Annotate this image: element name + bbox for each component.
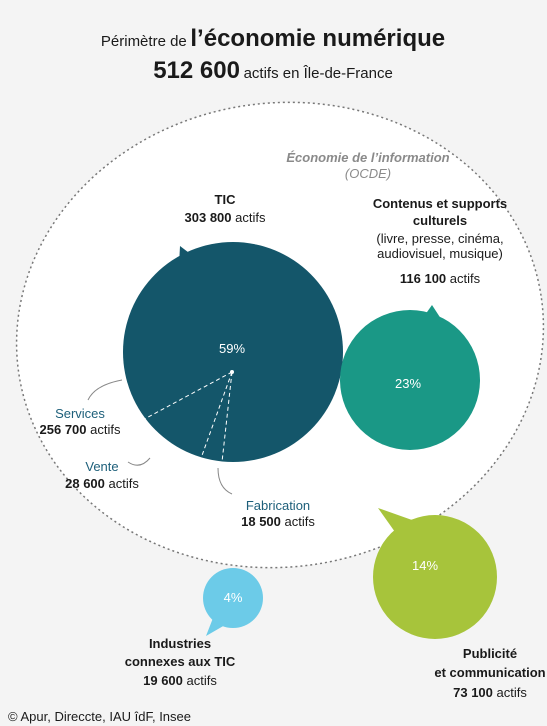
part-name: Vente (85, 459, 118, 474)
part-unit: actifs (285, 514, 316, 529)
part-count-line: 256 700 actifs (40, 422, 121, 437)
part-count-line: 28 600 actifs (65, 476, 139, 491)
culture-count: 116 100 (400, 271, 446, 286)
part-arrows (87, 379, 233, 495)
tic-center (230, 370, 234, 374)
part-count: 28 600 (65, 476, 105, 491)
title-line: Périmètre de l’économie numérique (101, 25, 445, 52)
pub-name: et communication (434, 665, 545, 680)
tic-percent: 59% (219, 341, 245, 356)
pub-percent: 14% (412, 558, 438, 573)
part-count-line: 18 500 actifs (241, 514, 315, 529)
pub-unit: actifs (497, 685, 528, 700)
culture-detail: audiovisuel, musique) (377, 246, 503, 261)
connexes-unit: actifs (187, 673, 218, 688)
total-line: 512 600 actifs en Île-de-France (153, 57, 393, 84)
tic-splits (123, 371, 233, 463)
part-unit: actifs (109, 476, 140, 491)
tic-bubble (123, 242, 343, 462)
part-count: 256 700 (40, 422, 87, 437)
part-count: 18 500 (241, 514, 281, 529)
culture-count-line: 116 100 actifs (400, 271, 481, 286)
connexes-bubble (203, 568, 263, 628)
total-suffix: actifs en Île-de-France (244, 65, 393, 82)
total: 512 600 (153, 57, 240, 84)
pub-name: Publicité (463, 646, 517, 661)
tic-name: TIC (215, 192, 237, 207)
culture-bubble (340, 310, 480, 450)
culture-unit: actifs (450, 271, 481, 286)
culture-name: culturels (413, 213, 467, 228)
part-name: Fabrication (246, 498, 310, 513)
pub-bubble (373, 515, 497, 639)
culture-percent: 23% (395, 376, 421, 391)
connexes-name: Industries (149, 636, 211, 651)
connexes-count: 19 600 (143, 673, 183, 688)
tic-count: 303 800 (185, 210, 232, 225)
tic-unit: actifs (235, 210, 266, 225)
source: © Apur, Direccte, IAU îdF, Insee (8, 709, 191, 724)
title-prefix: Périmètre de (101, 33, 187, 50)
culture-name: Contenus et supports (373, 196, 507, 211)
connexes-count-line: 19 600 actifs (143, 673, 217, 688)
region-sub: (OCDE) (345, 166, 391, 181)
part-unit: actifs (90, 422, 121, 437)
region-label: Économie de l’information (286, 150, 449, 165)
connexes-percent: 4% (224, 590, 243, 605)
culture-detail: (livre, presse, cinéma, (376, 231, 503, 246)
connexes-name: connexes aux TIC (125, 654, 236, 669)
pub-count-line: 73 100 actifs (453, 685, 527, 700)
tic-count-line: 303 800 actifs (185, 210, 266, 225)
part-name: Services (55, 406, 105, 421)
title-main: l’économie numérique (190, 25, 445, 52)
pub-count: 73 100 (453, 685, 493, 700)
